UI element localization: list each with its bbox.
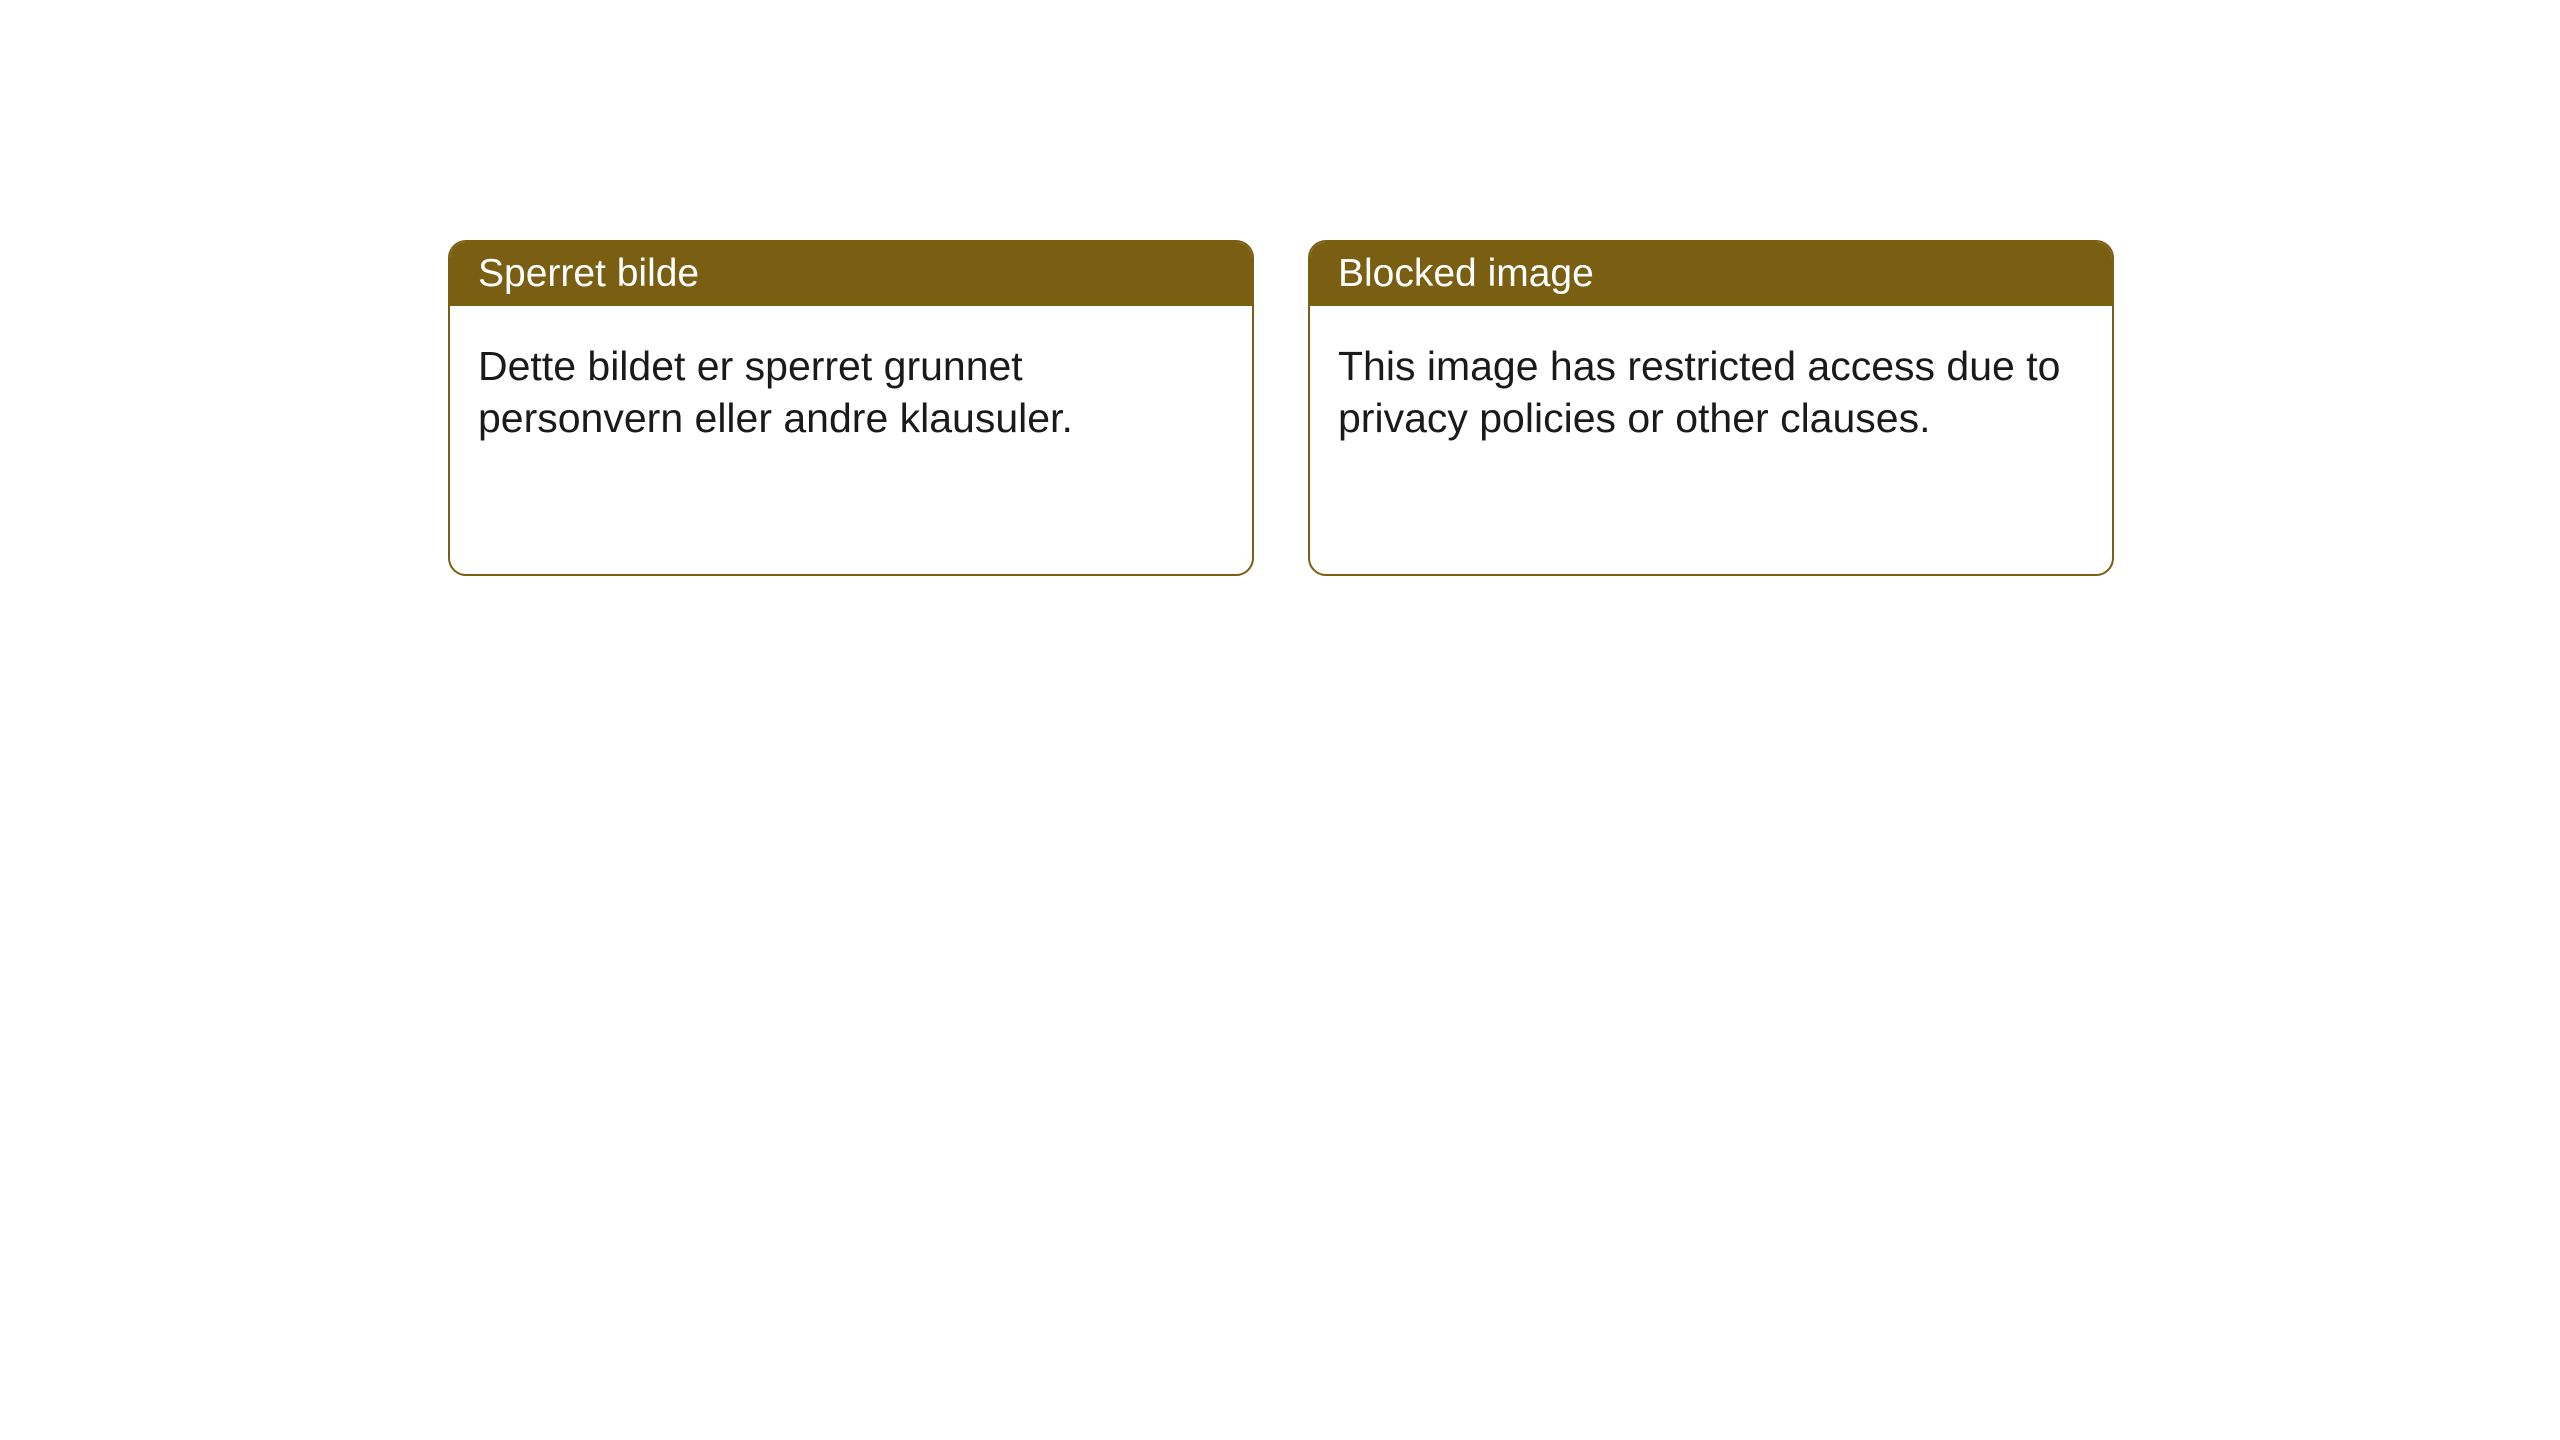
notice-card-body: Dette bildet er sperret grunnet personve… [450,306,1252,479]
notice-cards-container: Sperret bilde Dette bildet er sperret gr… [448,240,2114,576]
notice-card-english: Blocked image This image has restricted … [1308,240,2114,576]
notice-card-message: This image has restricted access due to … [1338,343,2060,441]
notice-card-title: Blocked image [1338,252,1594,295]
notice-card-message: Dette bildet er sperret grunnet personve… [478,343,1073,441]
notice-card-title: Sperret bilde [478,252,699,295]
notice-card-header: Blocked image [1310,242,2112,306]
notice-card-body: This image has restricted access due to … [1310,306,2112,479]
notice-card-norwegian: Sperret bilde Dette bildet er sperret gr… [448,240,1254,576]
notice-card-header: Sperret bilde [450,242,1252,306]
